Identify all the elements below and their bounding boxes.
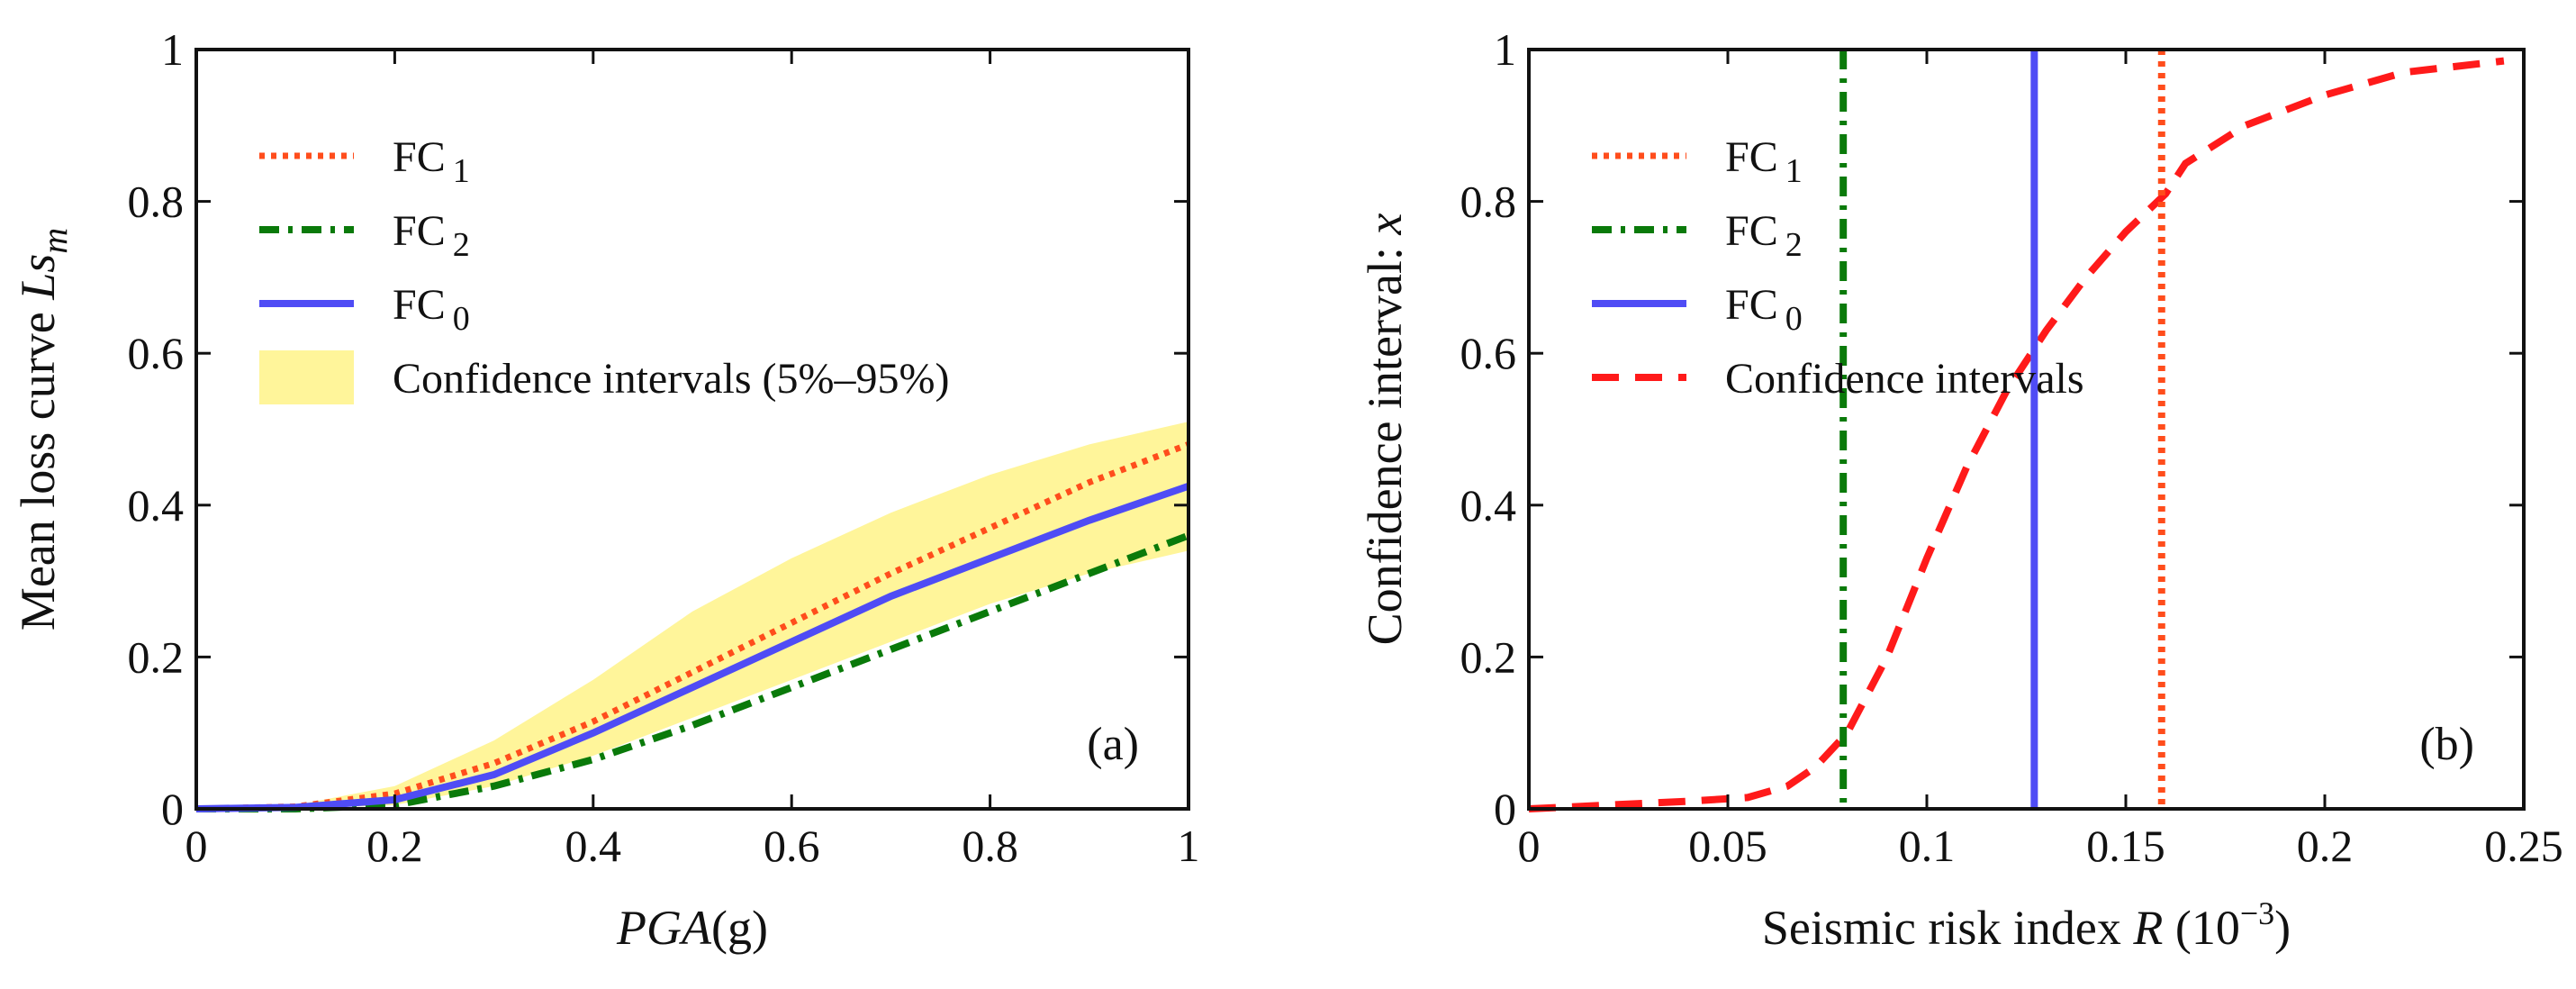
panel-a-y-axis-title-main: Mean loss curve <box>11 300 65 631</box>
panel-b-x-tick-label: 0.05 <box>1688 821 1767 871</box>
panel-a-legend-band-swatch <box>259 350 354 404</box>
panel-a-y-tick-label: 1 <box>161 24 184 75</box>
panel-b-x-axis-title-main: Seismic risk index <box>1762 901 2133 955</box>
panel-a-x-tick-label: 0 <box>185 821 208 871</box>
panel-a-series-fc0-line <box>195 482 1190 812</box>
panel-b-legend-fc1-name: FC <box>1725 133 1778 181</box>
panel-b-y-axis-title-main: Confidence interval: <box>1358 235 1412 646</box>
panel-a-panel-label: (a) <box>1087 719 1139 770</box>
panel-a-x-tick-label: 0.2 <box>366 821 423 871</box>
panel-a-x-tick-label: 0.6 <box>764 821 820 871</box>
panel-b-legend-fc0-label: FC 0 <box>1725 281 1803 338</box>
panel-b-x-tick-label: 0.2 <box>2297 821 2354 871</box>
panel-b-axes-frame <box>1527 48 2526 811</box>
panel-a-series-fc2-line <box>196 531 1190 812</box>
panel-a-y-tick-label: 0.4 <box>128 480 185 531</box>
panel-a-legend-fc1-sub: 1 <box>453 152 470 190</box>
panel-b-y-axis-title: Confidence interval: x <box>1358 213 1412 646</box>
panel-b-x-axis-title-paren: (10 <box>2163 901 2239 955</box>
panel-b-y-tick-label: 0.4 <box>1460 480 1517 531</box>
panel-b-legend-fc2-name: FC <box>1725 207 1778 255</box>
panel-b-x-tick-label: 0.1 <box>1899 821 1956 871</box>
panel-b-x-axis-title-sup: −3 <box>2240 895 2274 931</box>
panel-b-legend-confidence-label: Confidence intervals <box>1725 355 2084 403</box>
panel-a-y-axis-title-sub: m <box>34 228 75 254</box>
panel-a-x-tick-label: 1 <box>1178 821 1200 871</box>
panel-b-y-tick-label: 0.6 <box>1460 328 1517 378</box>
panel-b-y-tick-label: 0 <box>1494 784 1516 834</box>
panel-b-legend-confidence-name: Confidence intervals <box>1725 355 2084 403</box>
panel-b-x-tick-label: 0.15 <box>2086 821 2165 871</box>
panel-a-series-fc1-line <box>195 441 1190 812</box>
panel-b-legend-fc1-sub: 1 <box>1785 152 1803 190</box>
panel-b-y-tick-label: 1 <box>1494 24 1516 75</box>
panel-b-y-axis-title-italic: x <box>1358 213 1412 236</box>
panel-b-x-tick-label: 0.25 <box>2484 821 2563 871</box>
panel-b-y-tick-label: 0.2 <box>1460 631 1517 682</box>
panel-a-legend-fc0-label: FC 0 <box>393 281 470 338</box>
panel-a-y-axis-title: Mean loss curve Lsm <box>11 228 75 631</box>
panel-a-legend-fc0-name: FC <box>393 281 446 329</box>
panel-b-legend-fc0-sub: 0 <box>1785 300 1803 338</box>
panel-a-legend-fc2-name: FC <box>393 207 446 255</box>
panel-b-legend-fc1-label: FC 1 <box>1725 133 1803 190</box>
panel-a-legend-fc1-name: FC <box>393 133 446 181</box>
panel-a-legend-fc2-sub: 2 <box>453 226 470 264</box>
panel-b-x-tick-label: 0 <box>1518 821 1541 871</box>
panel-a-x-axis-title-italic: PGA <box>616 901 712 955</box>
panel-b-legend-fc2-label: FC 2 <box>1725 207 1803 264</box>
panel-a-y-tick-label: 0.6 <box>128 328 185 378</box>
panel-a-axes-frame <box>194 48 1190 811</box>
panel-a-x-axis-title-rest: (g) <box>711 901 768 955</box>
panel-b-x-axis-title: Seismic risk index R (10−3) <box>1762 895 2291 955</box>
panel-b-series-confidence-line <box>1528 57 2505 812</box>
panel-a-legend-fc0-sub: 0 <box>453 300 470 338</box>
panel-a-x-axis-title: PGA(g) <box>616 901 768 955</box>
panel-b-panel-label: (b) <box>2419 719 2474 770</box>
panel-a-legend-fc1-label: FC 1 <box>393 133 470 190</box>
panel-a-x-tick-label: 0.4 <box>565 821 622 871</box>
panel-b-x-axis-title-italic: R <box>2132 901 2163 955</box>
panel-a-legend-fc2-label: FC 2 <box>393 207 470 264</box>
panel-b-legend-fc0-name: FC <box>1725 281 1778 329</box>
panel-a-y-tick-label: 0.8 <box>128 177 185 227</box>
panel-a-legend-band-label: Confidence intervals (5%–95%) <box>393 355 949 403</box>
panel-a-x-tick-label: 0.8 <box>962 821 1018 871</box>
panel-a-confidence-band <box>196 422 1189 809</box>
panel-a-legend-band-name: Confidence intervals (5%–95%) <box>393 355 949 403</box>
panel-b-legend-fc2-sub: 2 <box>1785 226 1803 264</box>
panel-b-y-tick-label: 0.8 <box>1460 177 1517 227</box>
panel-a-y-tick-label: 0.2 <box>128 631 185 682</box>
panel-a-y-tick-label: 0 <box>161 784 184 834</box>
panel-a-y-axis-title-italic: Ls <box>11 254 65 301</box>
panel-b-x-axis-title-close: ) <box>2274 901 2291 955</box>
